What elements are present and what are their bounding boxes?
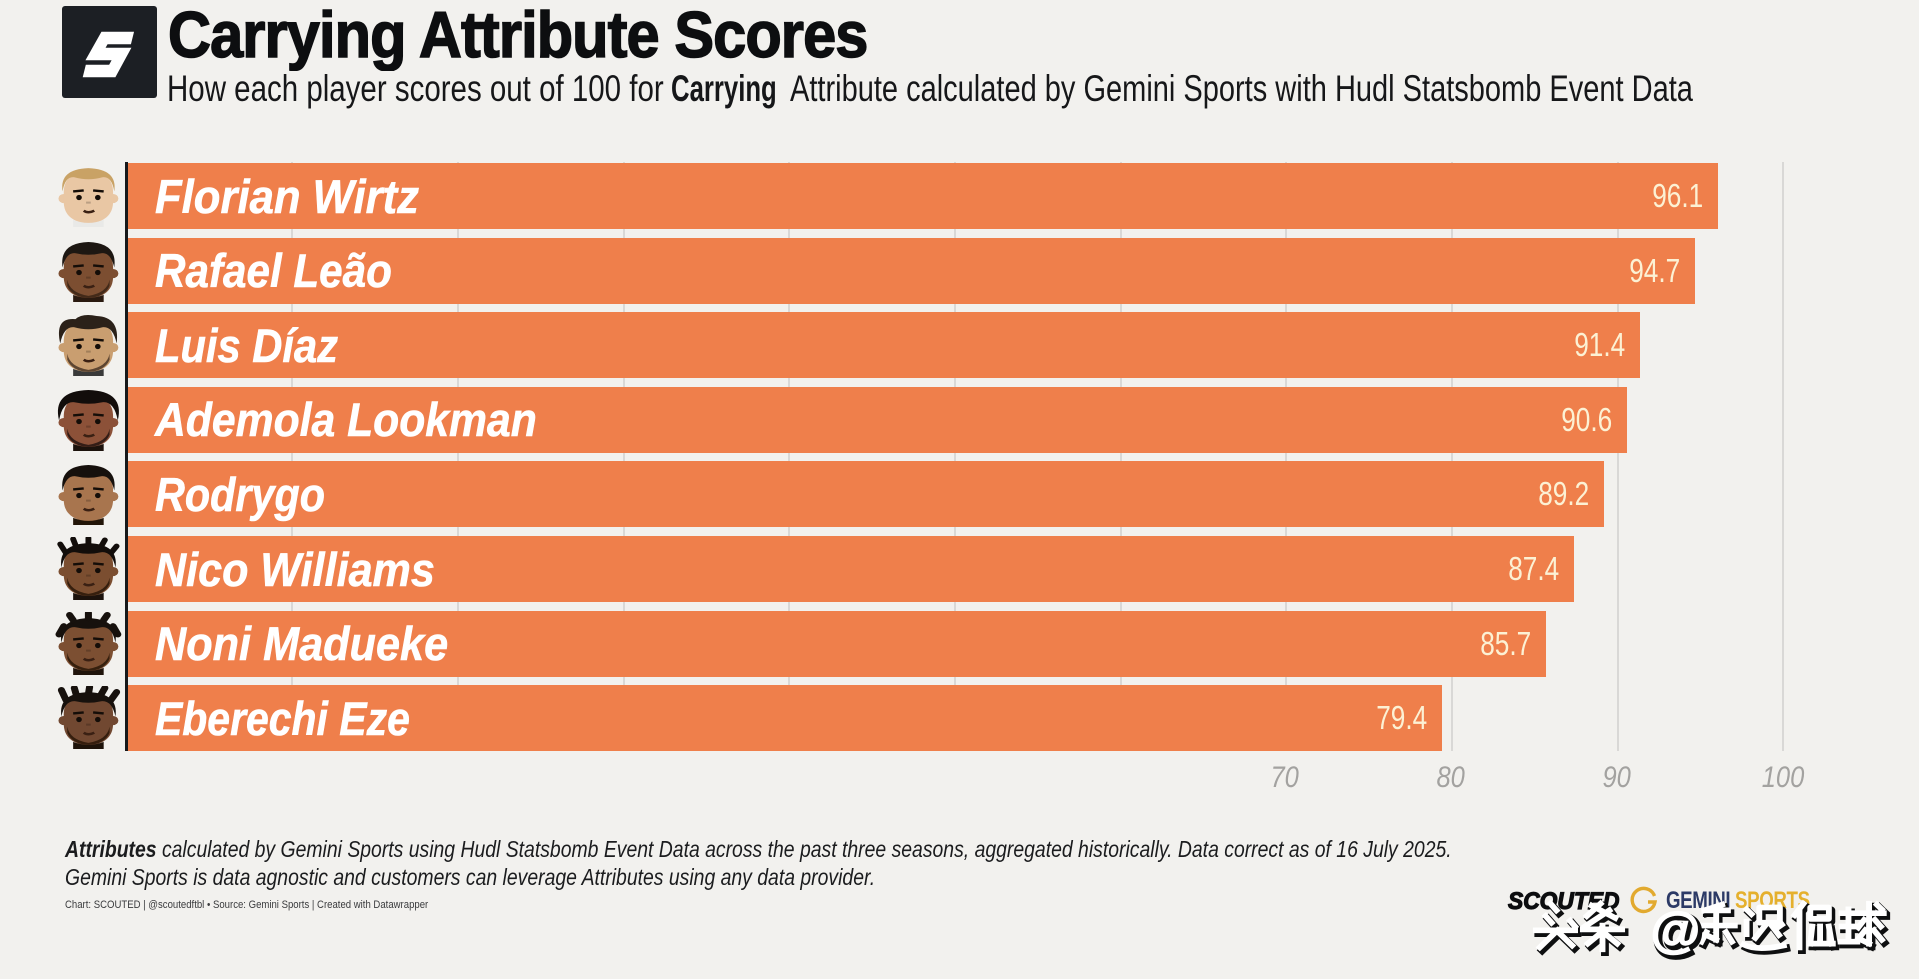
svg-text:@: @	[1651, 902, 1701, 957]
svg-text:@: @	[1653, 905, 1703, 960]
